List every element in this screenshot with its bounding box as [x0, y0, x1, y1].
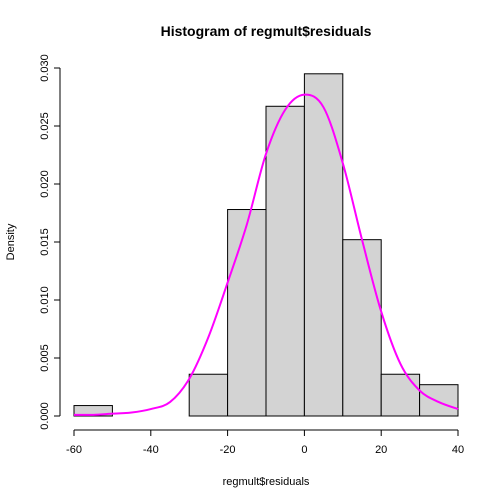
- y-tick-label-2: 0.010: [39, 286, 51, 314]
- y-tick-label-5: 0.025: [39, 112, 51, 140]
- y-tick-label-1: 0.005: [39, 344, 51, 372]
- x-tick-label-0: -60: [66, 444, 82, 456]
- histogram-bar-0: [73, 405, 113, 417]
- y-tick-label-0: 0.000: [39, 402, 51, 430]
- histogram-bar-6: [303, 73, 344, 417]
- y-axis-label: Density: [5, 223, 17, 260]
- histogram-bar-5: [265, 105, 305, 417]
- x-tick-label-3: 0: [301, 444, 307, 456]
- y-tick-label-3: 0.015: [39, 228, 51, 256]
- histogram-bar-9: [419, 384, 459, 417]
- histogram-bar-8: [380, 373, 421, 417]
- x-axis: -60 -40 -20 0 20 40: [66, 429, 464, 456]
- x-tick-label-5: 40: [452, 444, 464, 456]
- x-tick-label-1: -40: [143, 444, 159, 456]
- chart-title: Histogram of regmult$residuals: [161, 23, 372, 39]
- x-tick-label-4: 20: [375, 444, 387, 456]
- x-tick-label-2: -20: [220, 444, 236, 456]
- y-tick-label-6: 0.030: [39, 54, 51, 82]
- y-axis: 0.000 0.005 0.010 0.015 0.020 0.025 0.030: [39, 54, 61, 430]
- x-axis-label: regmult$residuals: [223, 476, 310, 488]
- histogram-bar-3: [188, 373, 229, 417]
- histogram-bar-7: [342, 239, 382, 417]
- y-tick-label-4: 0.020: [39, 170, 51, 198]
- histogram-bar-4: [227, 209, 267, 417]
- density-curve: [73, 93, 459, 416]
